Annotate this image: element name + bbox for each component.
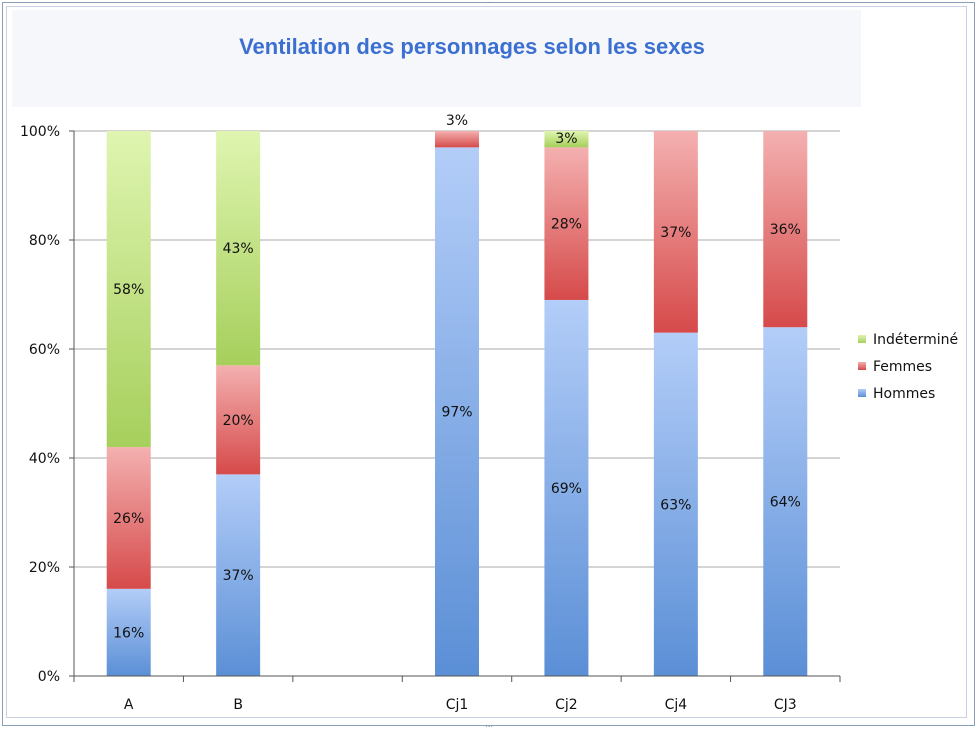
data-label: 97% [441,405,472,421]
data-label: 43% [223,241,254,257]
data-label: 28% [551,217,582,233]
data-label: 37% [223,568,254,584]
legend-swatch [858,335,866,343]
data-label: 63% [660,497,691,513]
bar-femmes-cj3 [763,131,808,328]
x-tick-label: B [233,697,243,713]
bar-femmes-b [216,365,261,475]
data-label: 36% [770,222,801,238]
bar-hommes-b [216,474,261,676]
data-label: 16% [113,625,144,641]
chart-title: Ventilation des personnages selon les se… [239,34,705,59]
resize-handle-top[interactable]: ⋯ [485,0,493,7]
y-tick-label: 100% [20,124,60,140]
legend-swatch [858,389,866,397]
x-tick-label: Cj2 [555,697,578,713]
bar-hommes-cj4 [653,332,698,676]
x-tick-label: A [124,697,134,713]
bars: 16% 26% 58% 37% 20% 43% 97% 3% 69% 28% 3% 63% 37% 64%… [106,113,808,677]
legend-label: Femmes [873,359,932,375]
bar-femmes-cj1 [435,131,479,148]
bar-ind-termin--cj2 [544,131,589,148]
data-label: 69% [551,481,582,497]
bar-hommes-cj2 [544,299,589,676]
bar-hommes-a [106,588,151,676]
x-tick-label: CJ3 [774,697,797,713]
y-tick-label: 60% [29,342,60,358]
bar-ind-termin--b [216,131,261,366]
bar-femmes-cj4 [653,131,698,333]
chart-frame-inner [6,6,967,718]
data-label: 3% [555,131,577,147]
axes: 0% 20% 40% 60% 80% 100% A B Cj1 Cj2 Cj4 CJ3 [20,124,841,713]
data-label: 20% [223,413,254,429]
y-tick-label: 0% [38,669,60,685]
legend-label: Hommes [873,386,935,402]
y-tick-label: 80% [29,233,60,249]
data-label: 3% [446,113,468,129]
resize-handle-bottom[interactable]: ⋯ [485,722,493,731]
y-tick-label: 40% [29,451,60,467]
data-label: 64% [770,495,801,511]
legend-label: Indéterminé [873,332,958,348]
bar-femmes-a [106,447,151,589]
bar-hommes-cj1 [435,147,479,677]
data-label: 26% [113,511,144,527]
bar-hommes-cj3 [763,327,808,676]
title-area [12,10,861,107]
y-tick-label: 20% [29,560,60,576]
data-label: 37% [660,225,691,241]
legend: Indéterminé Femmes Hommes [858,332,958,402]
x-tick-label: Cj1 [446,697,469,713]
x-tick-label: Cj4 [665,697,688,713]
bar-femmes-cj2 [544,147,589,300]
data-label: 58% [113,282,144,298]
bar-ind-termin--a [106,131,151,448]
legend-swatch [858,362,866,370]
